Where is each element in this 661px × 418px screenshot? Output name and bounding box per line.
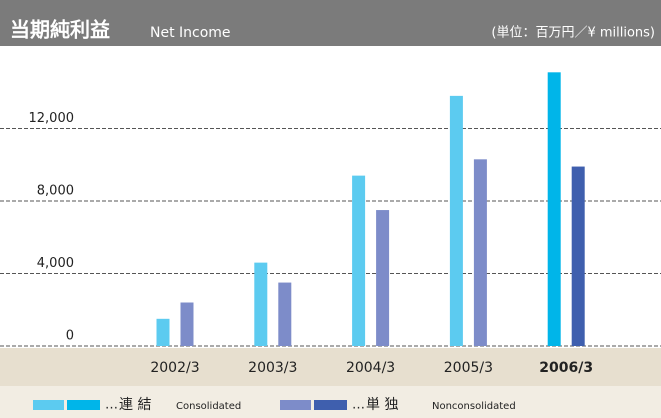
- bar: [278, 282, 292, 346]
- legend-marker: …: [105, 398, 118, 413]
- x-tick-label: 2002/3: [150, 360, 199, 376]
- x-tick-label: 2004/3: [346, 360, 395, 376]
- bar: [156, 318, 170, 346]
- unit-label: (単位：百万円／¥ millions): [491, 25, 655, 41]
- bar: [473, 159, 487, 346]
- x-axis-band: [0, 348, 661, 386]
- legend-label: 連 結: [119, 397, 151, 413]
- x-tick-label: 2005/3: [444, 360, 493, 376]
- legend-label-en: Consolidated: [176, 401, 241, 412]
- legend-swatch: [67, 400, 100, 410]
- header-bar: [0, 0, 661, 46]
- legend-swatch: [314, 400, 347, 410]
- y-tick-label: 8,000: [37, 184, 74, 199]
- y-tick-label: 4,000: [37, 256, 74, 271]
- chart-subtitle: Net Income: [150, 25, 231, 41]
- bar: [352, 175, 366, 346]
- y-tick-label: 12,000: [29, 111, 75, 126]
- legend-label: 単 独: [366, 397, 398, 413]
- bar: [449, 95, 463, 346]
- bar: [571, 166, 585, 346]
- bar: [547, 72, 561, 346]
- bar: [254, 262, 268, 346]
- x-tick-label: 2006/3: [539, 360, 593, 376]
- y-tick-label: 0: [66, 329, 74, 344]
- legend-swatch: [280, 400, 311, 410]
- plot-area: [0, 46, 661, 350]
- legend-marker: …: [352, 398, 365, 413]
- bar: [180, 302, 194, 346]
- bar: [376, 210, 390, 346]
- legend-label-en: Nonconsolidated: [432, 401, 516, 412]
- legend-swatch: [33, 400, 64, 410]
- x-tick-label: 2003/3: [248, 360, 297, 376]
- chart-title: 当期純利益: [10, 18, 110, 42]
